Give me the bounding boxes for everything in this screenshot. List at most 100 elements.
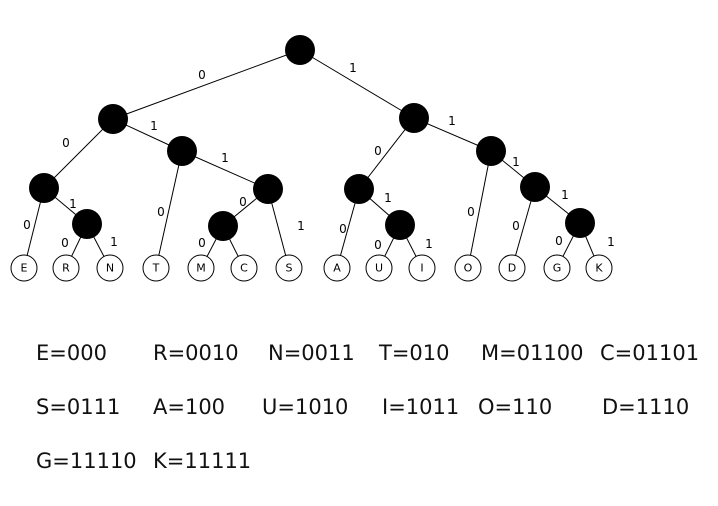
leaf-letter-M: M [196,262,206,275]
internal-node-n-011 [253,174,283,204]
edge-label-n-101-to-leaf-U: 0 [374,238,382,252]
edge-n-0-to-n-00 [43,118,114,189]
edge-label-n-001-to-leaf-N: 1 [110,235,118,249]
leaf-letter-D: D [508,262,516,275]
edge-label-n-10-to-n-101: 1 [384,191,392,205]
code-N: N=0011 [268,341,355,365]
edge-label-n-1-to-n-10: 0 [374,144,382,158]
leaf-node-A: A [323,254,351,282]
code-S: S=0111 [36,395,121,419]
edge-label-n-11-to-leaf-O: 0 [467,205,475,219]
internal-node-n-0110 [208,211,238,241]
code-U: U=1010 [262,395,349,419]
leaf-node-C: C [230,254,258,282]
edge-n-01-to-n-011 [181,150,269,190]
leaf-letter-A: A [333,262,341,275]
code-I: I=1011 [382,395,460,419]
leaf-letter-O: O [464,262,473,275]
edge-label-n-11-to-n-111: 1 [512,155,520,169]
leaf-circle-K [585,254,613,282]
leaf-node-R: R [52,254,80,282]
edge-n-01-to-leaf-T [155,150,183,269]
leaf-circle-C [230,254,258,282]
leaf-node-D: D [498,254,526,282]
leaf-node-T: T [142,254,170,282]
code-C: C=01101 [600,341,700,365]
code-M: M=01100 [481,341,584,365]
leaf-node-K: K [585,254,613,282]
code-T: T=010 [379,341,450,365]
internal-node-n-root [285,35,315,65]
leaf-letter-T: T [152,262,160,275]
edge-label-n-001-to-leaf-R: 0 [61,236,69,250]
edge-label-n-1111-to-leaf-K: 1 [607,235,615,249]
edge-label-n-01-to-n-011: 1 [221,151,229,165]
leaf-circle-E [10,254,38,282]
leaf-circle-M [187,254,215,282]
edge-label-n-00-to-leaf-E: 0 [23,218,31,232]
leaf-node-O: O [454,254,482,282]
leaf-circle-D [498,254,526,282]
edge-label-n-111-to-leaf-D: 0 [512,219,520,233]
edge-label-n-00-to-n-001: 1 [69,197,77,211]
leaf-node-G: G [543,254,571,282]
leaf-letter-C: C [240,262,248,275]
edge-label-n-01-to-leaf-T: 0 [157,205,165,219]
leaf-node-I: I [408,254,436,282]
edge-label-n-10-to-leaf-A: 0 [339,222,347,236]
leaf-letter-R: R [62,262,70,275]
leaf-letter-K: K [595,262,603,275]
internal-node-n-10 [344,174,374,204]
leaf-circle-R [52,254,80,282]
edge-label-n-101-to-leaf-I: 1 [425,237,433,251]
internal-node-n-0 [98,104,128,134]
leaf-circle-O [454,254,482,282]
code-D: D=1110 [602,395,690,419]
code-O: O=110 [478,395,553,419]
edge-label-n-root-to-n-0: 0 [198,68,206,82]
code-A: A=100 [153,395,226,419]
leaf-circle-A [323,254,351,282]
edge-n-root-to-n-1 [299,49,415,119]
leaf-circle-N [96,254,124,282]
code-R: R=0010 [153,341,239,365]
leaf-node-E: E [10,254,38,282]
edge-label-n-1-to-n-11: 1 [448,114,456,128]
leaf-letter-S: S [286,262,293,275]
code-G: G=11110 [36,449,137,473]
leaf-circle-I [408,254,436,282]
internal-node-n-11 [476,136,506,166]
leaf-circle-U [365,254,393,282]
huffman-tree: 0 1 0 1 0 1 0 1 0 1 0 1 0 0 1 0 1 0 1 0 1 0 1 0 1 E R N T M C S A U I O D G K [10,35,615,282]
leaf-letter-U: U [375,262,383,275]
edge-label-n-0-to-n-00: 0 [62,136,70,150]
leaf-letter-I: I [420,262,423,275]
code-E: E=000 [36,341,107,365]
leaf-letter-N: N [106,262,114,275]
edge-label-n-011-to-leaf-S: 1 [297,219,305,233]
edge-label-n-0-to-n-01: 1 [150,119,158,133]
edge-label-n-1111-to-leaf-G: 0 [555,234,563,248]
leaf-letter-G: G [553,262,562,275]
internal-node-n-00 [29,173,59,203]
tree-edge-labels: 0 1 0 1 0 1 0 1 0 1 0 1 0 0 1 0 1 0 1 0 1 0 1 0 1 [23,61,615,252]
code-K: K=11111 [153,449,252,473]
leaf-node-U: U [365,254,393,282]
leaf-circle-S [275,254,303,282]
internal-node-n-1111 [565,208,595,238]
edge-label-n-root-to-n-1: 1 [349,61,357,75]
internal-node-n-001 [72,209,102,239]
edge-n-root-to-n-0 [112,49,301,120]
edge-n-11-to-leaf-O [467,150,492,269]
internal-node-n-1 [399,103,429,133]
leaf-node-S: S [275,254,303,282]
internal-node-n-111 [520,172,550,202]
leaf-node-M: M [187,254,215,282]
leaf-letter-E: E [21,262,28,275]
edge-label-n-011-to-n-0110: 0 [239,195,247,209]
internal-node-n-101 [385,210,415,240]
leaf-node-N: N [96,254,124,282]
leaf-circle-G [543,254,571,282]
internal-node-n-01 [167,136,197,166]
